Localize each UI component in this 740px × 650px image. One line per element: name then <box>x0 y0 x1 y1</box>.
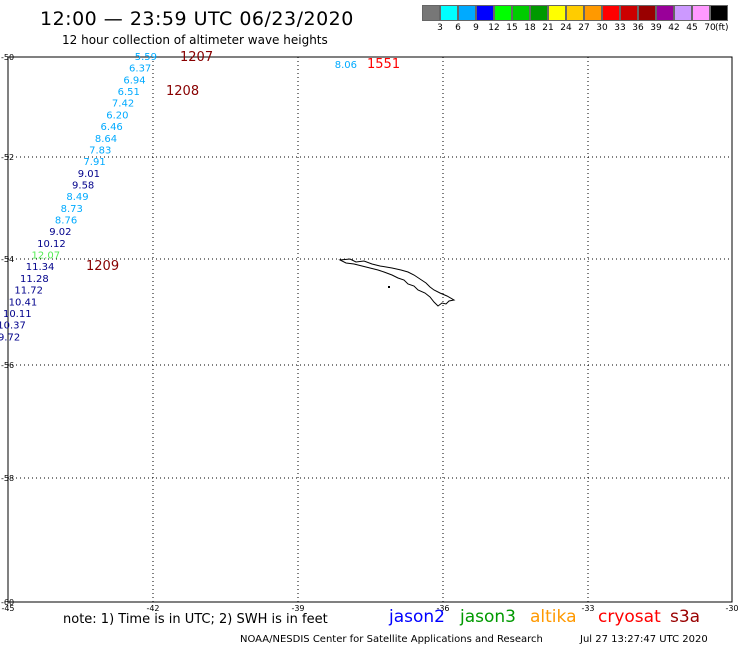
satellite-s3a: s3a <box>670 607 701 627</box>
lon-label: -45 <box>1 604 14 613</box>
track-value: 6.46 <box>101 122 123 133</box>
lat-label: -54 <box>1 255 14 264</box>
lat-label: -50 <box>1 53 14 62</box>
track-value: 9.02 <box>49 227 71 238</box>
legend-swatch <box>458 5 476 21</box>
legend-label: 18 <box>524 23 536 33</box>
legend-swatch <box>422 5 440 21</box>
time-label: 1208 <box>166 84 199 99</box>
time-label: 1209 <box>86 259 119 274</box>
legend-swatch <box>566 5 584 21</box>
track-value: 12.07 <box>31 251 60 262</box>
legend-swatch <box>710 5 728 21</box>
track-value: 8.64 <box>95 134 117 145</box>
satellite-altika: altika <box>530 607 577 627</box>
legend-swatch <box>530 5 548 21</box>
legend-swatch <box>692 5 710 21</box>
legend-label: 12 <box>488 23 500 33</box>
legend-swatch <box>584 5 602 21</box>
legend-swatch <box>548 5 566 21</box>
legend-label: 39 <box>650 23 662 33</box>
legend-label: 6 <box>455 23 461 33</box>
page-subtitle: 12 hour collection of altimeter wave hei… <box>62 33 328 47</box>
track-value: 9.58 <box>72 180 94 191</box>
lat-label: -56 <box>1 361 14 370</box>
satellite-cryosat: cryosat <box>598 607 661 627</box>
legend-label: 27 <box>578 23 590 33</box>
track-value: 10.41 <box>9 297 38 308</box>
lon-label: -39 <box>291 604 304 613</box>
legend-label: 42 <box>668 23 680 33</box>
legend-unit: (ft) <box>715 23 729 33</box>
timestamp-text: Jul 27 13:27:47 UTC 2020 <box>580 634 708 645</box>
legend-label: 30 <box>596 23 608 33</box>
page-title: 12:00 — 23:59 UTC 06/23/2020 <box>40 8 354 30</box>
legend-swatch <box>494 5 512 21</box>
track-value: 9.72 <box>0 332 20 343</box>
lon-label: -30 <box>725 604 738 613</box>
legend-swatch <box>602 5 620 21</box>
legend-swatch <box>512 5 530 21</box>
time-label: 1551 <box>367 57 400 72</box>
track-value: 6.51 <box>118 87 140 98</box>
legend-label: 33 <box>614 23 626 33</box>
track-value: 6.20 <box>106 110 128 121</box>
credit-text: NOAA/NESDIS Center for Satellite Applica… <box>240 634 543 645</box>
legend-label: 9 <box>473 23 479 33</box>
track-value: 10.37 <box>0 321 26 332</box>
legend-label: 21 <box>542 23 554 33</box>
satellite-jason3: jason3 <box>460 607 516 627</box>
legend-label: 15 <box>506 23 518 33</box>
lat-label: -58 <box>1 474 14 483</box>
track-value: 8.73 <box>61 204 83 215</box>
track-value: 8.06 <box>335 60 357 71</box>
lon-label: -42 <box>146 604 159 613</box>
legend-label: 70 <box>704 23 716 33</box>
track-value: 7.42 <box>112 99 134 110</box>
legend-swatch <box>620 5 638 21</box>
track-value: 11.72 <box>14 286 43 297</box>
track-value: 10.11 <box>3 309 32 320</box>
track-value: 6.94 <box>123 75 145 86</box>
track-value: 7.83 <box>89 145 111 156</box>
track-value: 6.37 <box>129 64 151 75</box>
legend-swatch <box>638 5 656 21</box>
legend-swatch <box>656 5 674 21</box>
lat-label: -60 <box>1 598 14 607</box>
track-value: 7.91 <box>83 157 105 168</box>
track-value: 11.28 <box>20 274 49 285</box>
time-label: 1207 <box>180 50 213 65</box>
lat-label: -52 <box>1 153 14 162</box>
track-value: 8.49 <box>66 192 88 203</box>
track-value: 9.01 <box>78 169 100 180</box>
island-outline <box>338 258 456 307</box>
legend-swatch <box>440 5 458 21</box>
islet <box>388 286 390 288</box>
legend-label: 36 <box>632 23 644 33</box>
lon-label: -33 <box>581 604 594 613</box>
track-value: 5.59 <box>135 52 157 63</box>
legend-swatch <box>476 5 494 21</box>
map-frame <box>7 56 733 603</box>
track-value: 10.12 <box>37 239 66 250</box>
satellite-jason2: jason2 <box>389 607 445 627</box>
track-value: 11.34 <box>26 262 55 273</box>
legend-label: 24 <box>560 23 572 33</box>
lon-label: -36 <box>436 604 449 613</box>
legend-label: 45 <box>686 23 698 33</box>
legend-label: 3 <box>437 23 443 33</box>
note-text: note: 1) Time is in UTC; 2) SWH is in fe… <box>63 612 328 627</box>
track-value: 8.76 <box>55 216 77 227</box>
legend-swatch <box>674 5 692 21</box>
